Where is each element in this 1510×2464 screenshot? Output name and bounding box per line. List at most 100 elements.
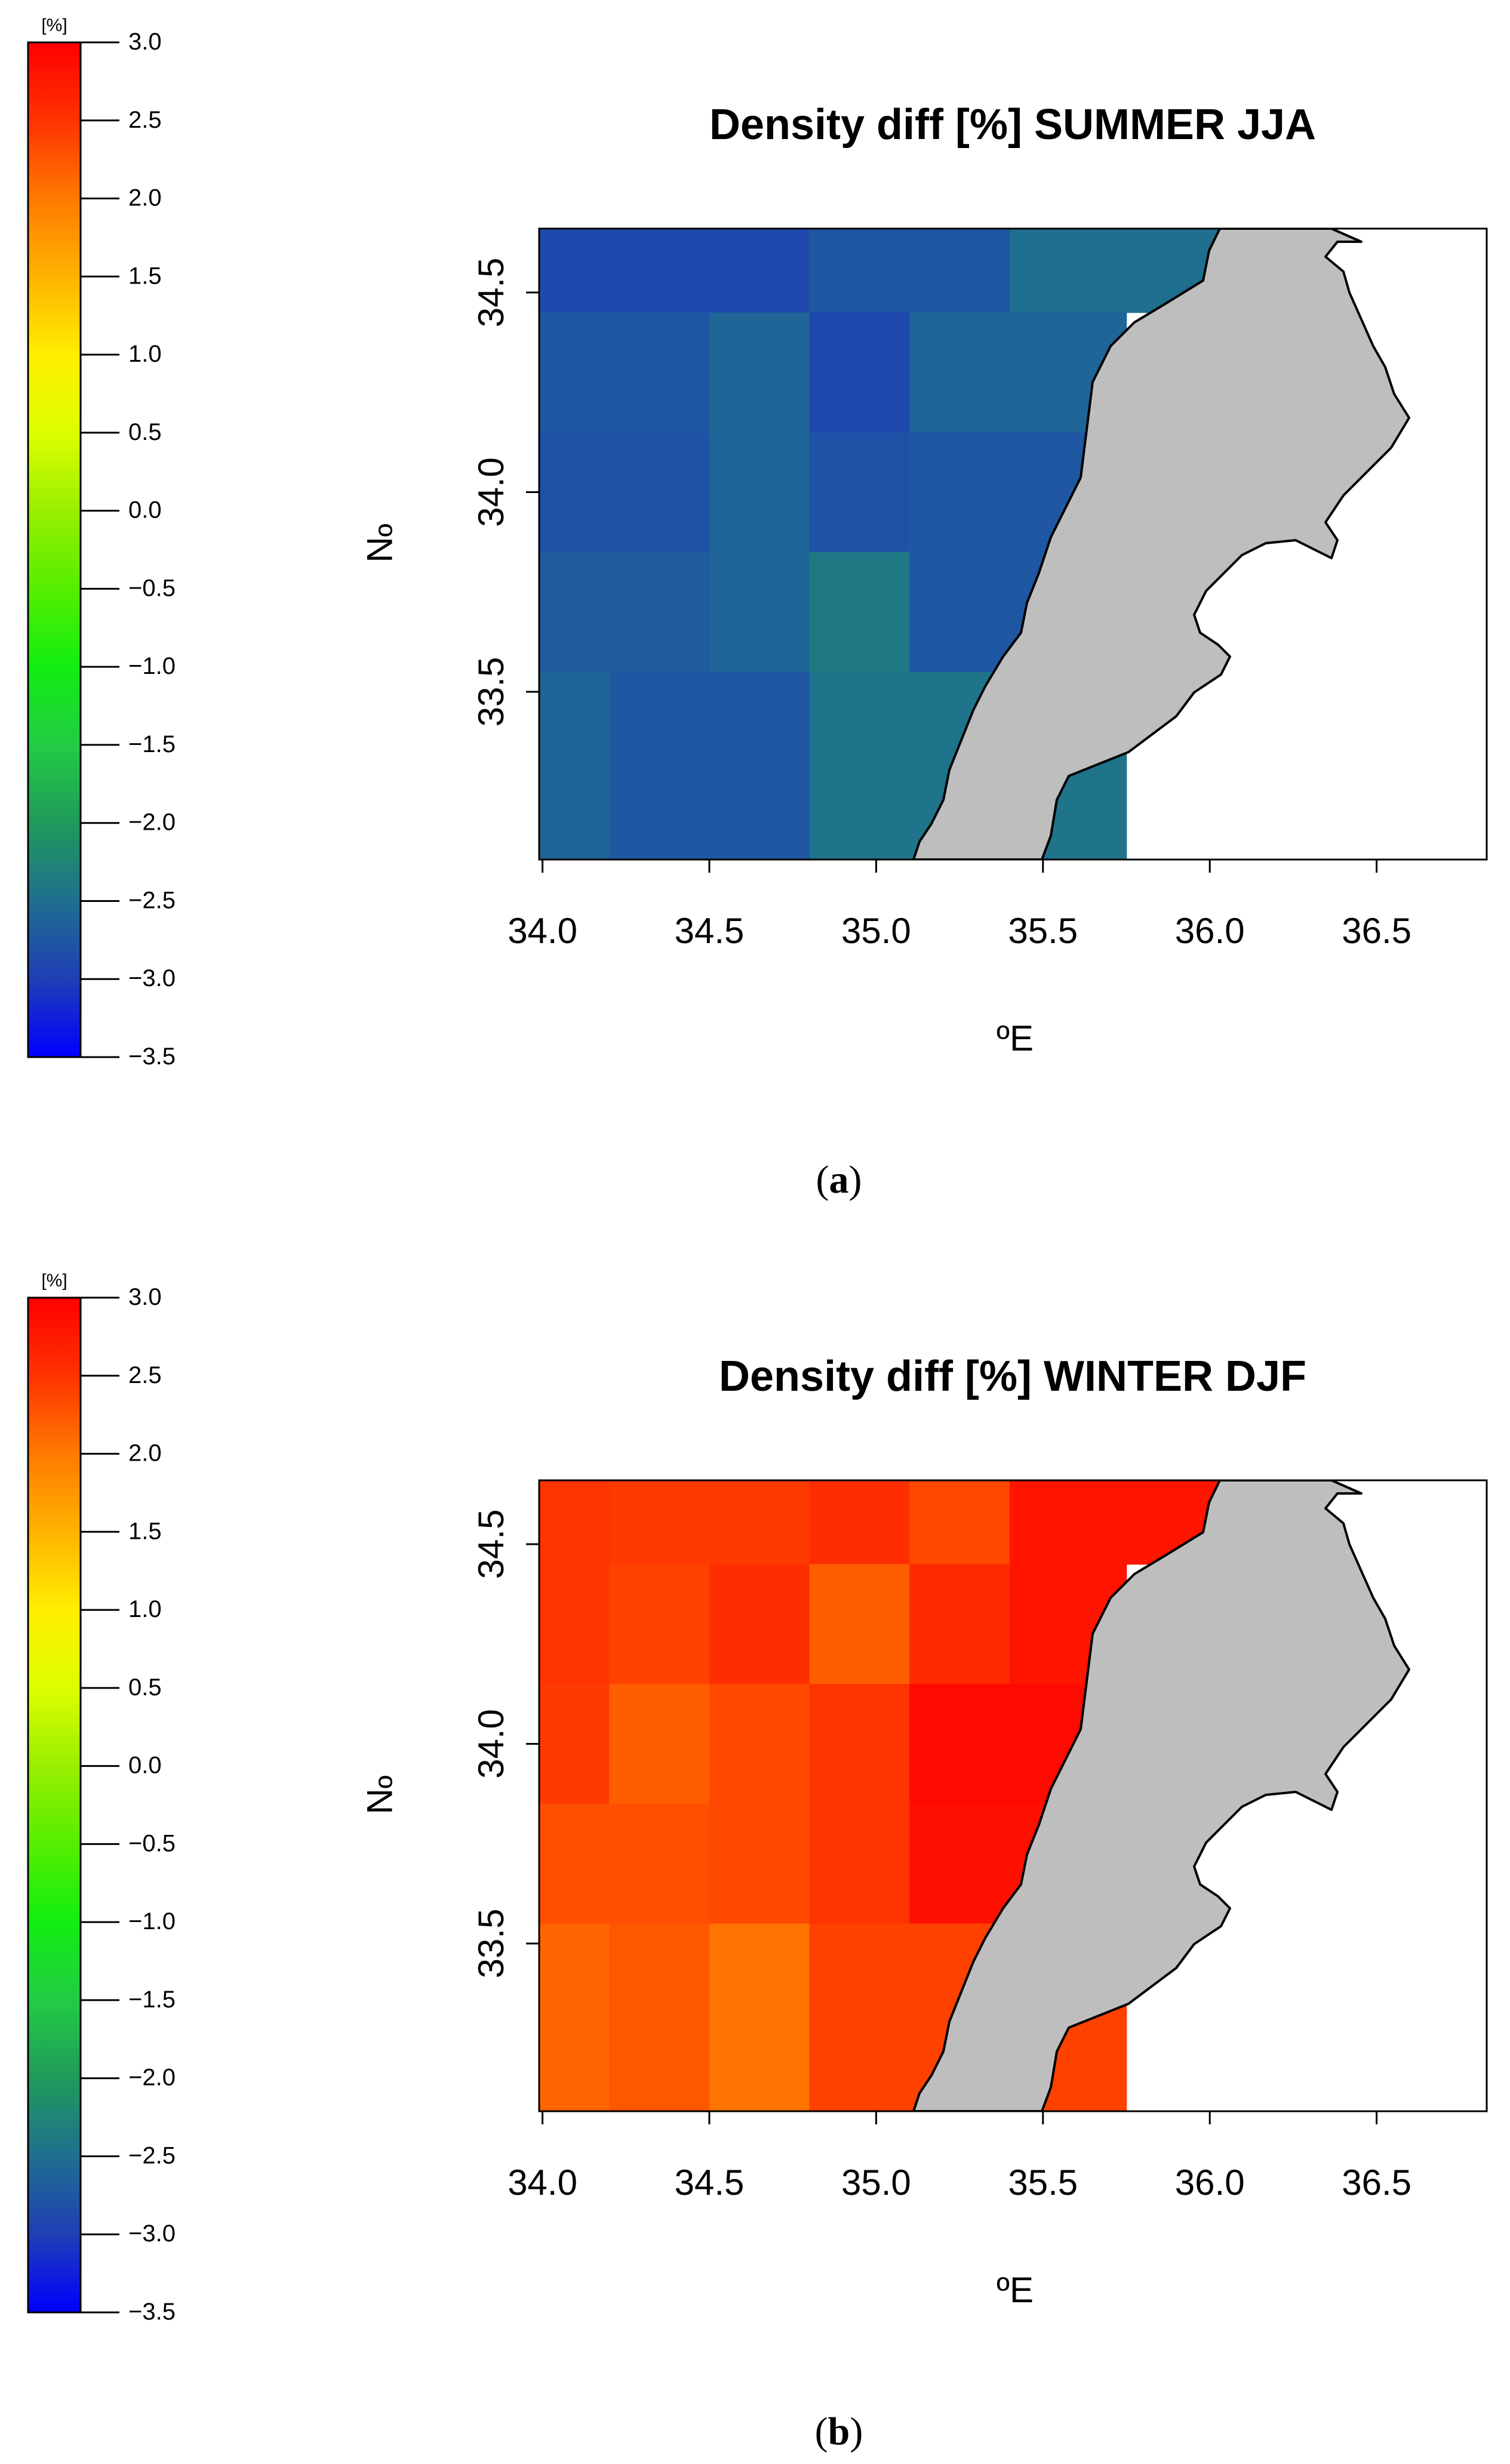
x-tick-label: 35.0: [841, 2163, 911, 2203]
grid-cell: [709, 229, 810, 313]
grid-cell: [609, 552, 710, 673]
x-tick-label: 34.0: [508, 911, 577, 951]
colorbar-tick-label: 2.5: [128, 107, 162, 133]
panel-b-x-axis: 34.0 34.5 35.0 35.5 36.0 36.5: [508, 2110, 1411, 2203]
x-tick-label: 36.5: [1342, 911, 1411, 951]
colorbar-a-unit: [%]: [41, 16, 67, 35]
grid-cell: [809, 672, 911, 860]
colorbar-a-ticks: 3.0 2.5 2.0 1.5 1.0 0.5 0.0 −0.5 −1.0 −1.5 −2.0 −2.…: [81, 29, 176, 1070]
panel-a-caption: (a): [816, 1158, 862, 1202]
grid-cell: [709, 1480, 810, 1565]
grid-cell: [539, 1684, 610, 1804]
grid-cell: [809, 1480, 911, 1565]
grid-cell: [539, 312, 610, 433]
grid-cell: [909, 552, 1010, 673]
grid-cell: [909, 1684, 1010, 1804]
grid-cell: [609, 229, 710, 313]
grid-cell: [609, 312, 710, 433]
panel-b: [%] 3.0 2.5 2.0 1.5 1.0 0.5 0.0 −0.5 −1.0 −1.5 −2.…: [27, 1271, 1488, 2453]
grid-cell: [709, 552, 810, 673]
grid-cell: [909, 1564, 1010, 1684]
grid-cell: [609, 1923, 710, 2111]
grid-cell: [709, 312, 810, 433]
colorbar-tick-label: 0.5: [128, 1674, 162, 1701]
colorbar-b-ticks: 3.0 2.5 2.0 1.5 1.0 0.5 0.0 −0.5 −1.0 −1.5 −2.0 −2.…: [81, 1284, 176, 2325]
colorbar-tick-label: −3.0: [128, 2220, 176, 2247]
colorbar-tick-label: 3.0: [128, 1284, 162, 1310]
colorbar-tick-label: 0.5: [128, 419, 162, 445]
colorbar-tick-label: 0.0: [128, 1752, 162, 1779]
x-tick-label: 35.5: [1008, 2163, 1078, 2203]
x-tick-label: 35.5: [1008, 911, 1078, 951]
grid-cell: [539, 1564, 610, 1684]
grid-cell: [809, 432, 911, 553]
grid-cell: [539, 432, 610, 553]
grid-cell: [909, 312, 1010, 433]
colorbar-b: [%] 3.0 2.5 2.0 1.5 1.0 0.5 0.0 −0.5 −1.0 −1.5 −2.…: [27, 1271, 176, 2325]
grid-cell: [539, 1923, 610, 2111]
grid-cell: [539, 1803, 610, 1924]
grid-cell: [809, 1684, 911, 1804]
grid-cell: [609, 1803, 710, 1924]
colorbar-tick-label: 0.0: [128, 497, 162, 523]
colorbar-tick-label: 2.0: [128, 1440, 162, 1467]
grid-cell: [709, 1803, 810, 1924]
panel-b-title: Density diff [%] WINTER DJF: [719, 1353, 1306, 1400]
grid-cell: [539, 1480, 610, 1565]
colorbar-tick-label: 1.0: [128, 341, 162, 367]
colorbar-tick-label: −1.0: [128, 653, 176, 679]
colorbar-b-unit: [%]: [41, 1271, 67, 1290]
colorbar-tick-label: −3.0: [128, 965, 176, 991]
x-tick-label: 35.0: [841, 911, 911, 951]
y-tick-label: 33.5: [471, 657, 511, 727]
x-tick-label: 34.5: [675, 2163, 745, 2203]
x-tick-label: 34.5: [675, 911, 745, 951]
grid-cell: [809, 312, 911, 433]
colorbar-tick-label: 2.0: [128, 185, 162, 211]
colorbar-tick-label: 2.5: [128, 1362, 162, 1388]
colorbar-a: [%] 3.0 2.5 2.0 1.5 1.0 0.5 0.0 −0.5 −1.0 −1.5 −2.…: [27, 16, 176, 1070]
y-tick-label: 34.0: [471, 1709, 511, 1779]
colorbar-a-gradient: [27, 41, 82, 1058]
colorbar-tick-label: −1.0: [128, 1908, 176, 1935]
grid-cell: [909, 1480, 1010, 1565]
grid-cell: [809, 1564, 911, 1684]
grid-cell: [709, 1564, 810, 1684]
panel-b-land-lebanon: [912, 1480, 1410, 2111]
x-tick-label: 34.0: [508, 2163, 577, 2203]
panel-a-y-axis: 34.5 34.0 33.5: [471, 258, 540, 727]
panel-b-y-axis: 34.5 34.0 33.5: [471, 1510, 540, 1978]
panel-a: [%] 3.0 2.5 2.0 1.5 1.0 0.5 0.0 −0.5 −1.0 −1.5 −2.…: [27, 16, 1488, 1202]
grid-cell: [609, 1480, 710, 1565]
grid-cell: [539, 672, 610, 860]
colorbar-tick-label: −2.0: [128, 809, 176, 836]
colorbar-tick-label: −3.5: [128, 1043, 176, 1070]
x-tick-label: 36.0: [1175, 911, 1245, 951]
colorbar-tick-label: −1.5: [128, 1986, 176, 2013]
grid-cell: [809, 229, 911, 313]
panel-a-land-lebanon: [912, 229, 1410, 860]
colorbar-tick-label: −0.5: [128, 1830, 176, 1856]
colorbar-tick-label: −2.5: [128, 2142, 176, 2169]
colorbar-tick-label: 1.0: [128, 1596, 162, 1622]
x-tick-label: 36.0: [1175, 2163, 1245, 2203]
y-tick-label: 34.5: [471, 258, 511, 328]
grid-cell: [609, 1684, 710, 1804]
grid-cell: [709, 1684, 810, 1804]
grid-cell: [609, 1564, 710, 1684]
colorbar-tick-label: −2.5: [128, 887, 176, 913]
grid-cell: [609, 672, 710, 860]
colorbar-tick-label: 1.5: [128, 263, 162, 289]
panel-b-ylabel: ºN: [359, 1775, 399, 1814]
y-tick-label: 34.5: [471, 1510, 511, 1579]
colorbar-tick-label: 1.5: [128, 1518, 162, 1544]
x-tick-label: 36.5: [1342, 2163, 1411, 2203]
panel-a-map: [539, 229, 1487, 860]
panel-a-x-axis: 34.0 34.5 35.0 35.5 36.0 36.5: [508, 858, 1411, 951]
grid-cell: [709, 1923, 810, 2111]
panel-b-xlabel: ºE: [997, 2270, 1034, 2310]
colorbar-tick-label: −0.5: [128, 575, 176, 601]
grid-cell: [709, 672, 810, 860]
